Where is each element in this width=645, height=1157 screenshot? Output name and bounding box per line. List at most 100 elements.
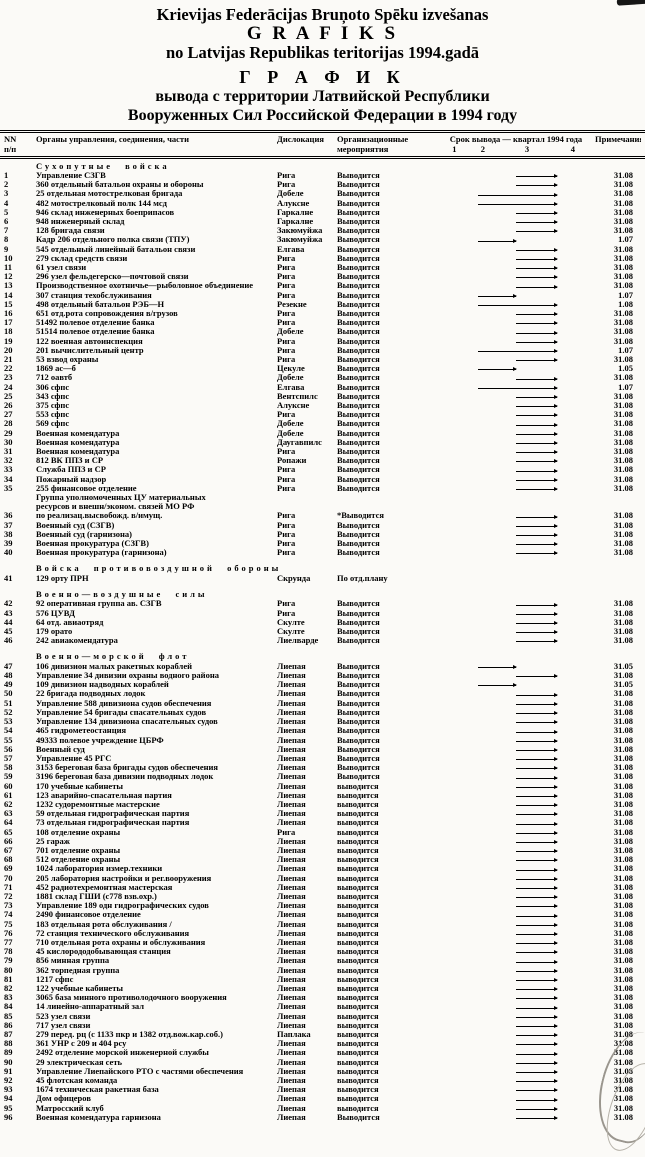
note-date: 31.08: [613, 418, 633, 429]
location: Вентспилс: [277, 390, 318, 401]
unit-name: Управление Лиепайского РТО с частями обе…: [36, 1065, 244, 1076]
org-measure: Выводится: [337, 725, 380, 736]
unit-name: 51514 полевое отделение банка: [36, 326, 155, 337]
unit-name: Военный суд (СЗГВ): [36, 519, 115, 530]
note-date: 31.08: [613, 390, 633, 401]
row-number: 78: [4, 946, 13, 957]
row-number: 23: [4, 372, 13, 383]
row-number: 91: [4, 1065, 13, 1076]
note-date: 31.08: [613, 243, 633, 254]
location: Лиепая: [277, 1038, 306, 1049]
withdrawal-timeline: [437, 465, 595, 474]
note-date: 1.07: [618, 381, 633, 392]
withdrawal-arrow: [516, 904, 559, 909]
withdrawal-arrow: [516, 174, 559, 179]
table-row: 76 72 станция технического обслуживания Ли…: [0, 927, 645, 938]
unit-name: 129 орту ПРН: [36, 572, 89, 583]
org-measure: выводится: [337, 918, 379, 929]
row-number: 79: [4, 955, 13, 966]
location: Лиепая: [277, 964, 306, 975]
unit-name: 651 отд.рота сопровождения в/грузов: [36, 307, 178, 318]
row-number: 80: [4, 964, 13, 975]
org-measure: Выводится: [337, 225, 380, 236]
org-measure: выводится: [337, 1084, 379, 1095]
row-number: 81: [4, 973, 13, 984]
note-date: 1.08: [618, 298, 633, 309]
withdrawal-timeline: [437, 171, 595, 180]
unit-name: 25 отдельная мотострелковая бригада: [36, 188, 183, 199]
withdrawal-arrow: [516, 1088, 559, 1093]
location: Добеле: [277, 188, 304, 199]
org-measure: Выводится: [337, 679, 380, 690]
row-number: 29: [4, 427, 13, 438]
org-measure: выводится: [337, 1047, 379, 1058]
org-measure: выводится: [337, 927, 379, 938]
row-number: 2: [4, 179, 9, 190]
row-number: 35: [4, 482, 13, 493]
note-date: 31.05: [613, 679, 633, 690]
org-measure: Выводится: [337, 670, 380, 681]
table-row: 37 Военный суд (СЗГВ) Рига Выводится 31.08: [0, 519, 645, 530]
row-number: 10: [4, 252, 13, 263]
row-number: 76: [4, 927, 13, 938]
org-measure: Выводится: [337, 197, 380, 208]
withdrawal-timeline: [437, 828, 595, 837]
org-measure: Выводится: [337, 771, 380, 782]
location: Гаркалне: [277, 215, 314, 226]
table-row: 28 569 сфпс Добеле Выводится 31.08: [0, 419, 645, 428]
withdrawal-arrow: [478, 192, 559, 197]
withdrawal-timeline: [437, 938, 595, 947]
unit-name: 53 взвод охраны: [36, 353, 99, 364]
location: Рига: [277, 446, 296, 456]
note-date: 31.08: [613, 725, 633, 736]
org-measure: выводится: [337, 808, 379, 819]
note-date: 31.08: [613, 992, 633, 1003]
row-number: 69: [4, 863, 13, 874]
withdrawal-arrow: [516, 812, 559, 817]
withdrawal-arrow: [516, 1024, 559, 1028]
withdrawal-arrow: [516, 913, 559, 918]
table-row: 12 296 узел фельдегерско—почтовой связи Ри…: [0, 271, 645, 281]
withdrawal-arrow: [516, 602, 559, 607]
location: Лиепая: [277, 743, 306, 754]
withdrawal-timeline: [437, 300, 595, 309]
location: Елгава: [277, 381, 305, 392]
table-row: 43 576 ЦУВД Рига Выводится 31.08: [0, 608, 645, 618]
location: Скрунда: [277, 572, 311, 583]
unit-name: 73 отдельная гидрографическая партия: [36, 817, 190, 828]
note-date: 31.08: [613, 872, 633, 883]
unit-name: 2490 финансовое отделение: [36, 909, 141, 920]
note-date: 31.08: [613, 519, 633, 530]
withdrawal-arrow: [516, 229, 559, 234]
location: Лиепая: [277, 660, 306, 671]
note-date: 31.08: [613, 510, 633, 521]
table-row: 57 Управление 45 РГС Лиепая Выводится 31.08: [0, 753, 645, 763]
note-date: 31.08: [613, 197, 633, 208]
org-measure: Выводится: [337, 446, 380, 456]
column-header-org-measures: Организационные мероприятия: [337, 134, 437, 154]
location: Лиепая: [277, 863, 306, 874]
table-row: 58 3153 береговая база бригады судов обес…: [0, 762, 645, 772]
location: Лиепая: [277, 844, 306, 855]
unit-name: Пожарный надзор: [36, 473, 107, 484]
unit-name: 123 аварийно-спасательная партия: [36, 789, 172, 800]
unit-name: 2492 отделение морской инженерной службы: [36, 1047, 209, 1058]
withdrawal-timeline: [437, 1104, 595, 1113]
unit-name: 61 узел связи: [36, 261, 87, 272]
note-date: 31.08: [613, 473, 633, 484]
note-date: 31.08: [613, 1056, 633, 1067]
table-row: 93 1674 техническая ракетная база Лиепая вы…: [0, 1085, 645, 1094]
location: Алуксне: [277, 197, 310, 208]
note-date: 31.08: [613, 372, 633, 383]
withdrawal-timeline: [437, 383, 595, 392]
org-measure: Выводится: [337, 206, 380, 217]
withdrawal-timeline: [437, 1067, 595, 1076]
table-row: 74 2490 финансовое отделение Лиепая выводит…: [0, 910, 645, 919]
table-row: 81 1217 сфпс Лиепая выводится 31.08: [0, 973, 645, 984]
withdrawal-timeline: [437, 956, 595, 965]
withdrawal-arrow: [516, 514, 559, 519]
withdrawal-arrow: [516, 487, 559, 492]
location: Лиепая: [277, 890, 306, 901]
withdrawal-arrow: [516, 931, 559, 936]
unit-name: 498 отдельный батальон РЭБ—Н: [36, 298, 165, 309]
